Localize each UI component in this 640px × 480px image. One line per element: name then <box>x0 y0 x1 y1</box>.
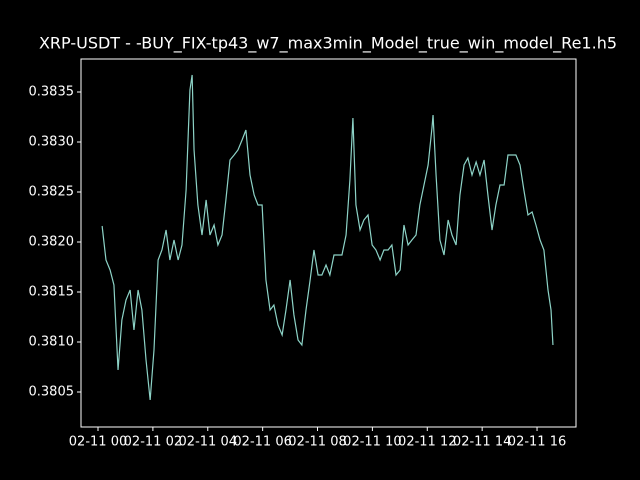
chart-title: XRP-USDT - -BUY_FIX-tp43_w7_max3min_Mode… <box>39 34 617 54</box>
y-tick-label: 0.3810 <box>29 335 75 350</box>
x-tick-label: 02-11 04 <box>179 435 237 450</box>
x-tick-label: 02-11 06 <box>233 435 291 450</box>
x-tick-label: 02-11 00 <box>69 435 127 450</box>
x-tick-label: 02-11 12 <box>398 435 456 450</box>
y-tick-label: 0.3835 <box>29 85 75 100</box>
x-tick-label: 02-11 08 <box>288 435 346 450</box>
data-line <box>101 74 554 401</box>
x-tick-label: 02-11 14 <box>453 435 511 450</box>
y-tick-label: 0.3815 <box>29 285 75 300</box>
y-tick-label: 0.3805 <box>29 385 75 400</box>
x-tick-label: 02-11 16 <box>508 435 566 450</box>
x-tick-label: 02-11 10 <box>343 435 401 450</box>
y-tick-label: 0.3830 <box>29 135 75 150</box>
y-tick-label: 0.3825 <box>29 185 75 200</box>
plot-frame <box>80 58 577 428</box>
y-tick-label: 0.3820 <box>29 235 75 250</box>
x-tick-label: 02-11 02 <box>124 435 182 450</box>
